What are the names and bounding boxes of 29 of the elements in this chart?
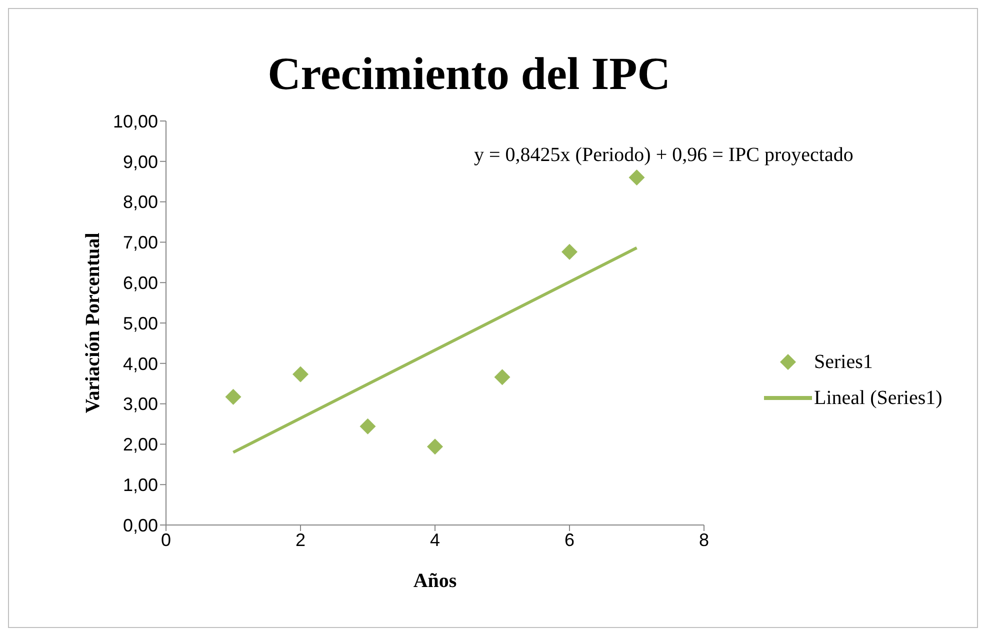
x-axis-title: Años [413,570,457,592]
y-tick-label: 1,00 [122,474,158,495]
x-tick-label: 6 [564,530,575,550]
y-tick-label: 6,00 [122,272,158,293]
y-axis-title: Variación Porcentual [82,232,104,414]
y-tick-label: 2,00 [122,434,158,455]
x-tick-label: 4 [430,530,440,550]
point [562,244,578,260]
point [225,388,242,405]
x-tick-label: 2 [295,530,306,550]
y-tick-label: 9,00 [122,152,158,172]
x-tick-label: 0 [160,530,172,550]
legend-label: Series1 [814,350,873,374]
y-tick-label: 0,00 [122,515,158,536]
point [427,438,443,455]
y-tick-label: 5,00 [122,313,158,334]
y-tick-label: 8,00 [122,192,158,212]
point [628,170,645,186]
chart-title: Crecimiento del IPC [266,47,672,100]
point [360,418,376,434]
y-tick-label: 7,00 [122,232,158,253]
y-tick-label: 3,00 [122,394,158,414]
x-tick-label: 8 [698,530,710,550]
y-tick-label: 10,00 [112,111,158,132]
annotation: y = 0,8425x (Periodo) + 0,96 = IPC proyectado [474,144,854,167]
point [494,369,510,386]
legend-label: Lineal (Series1) [814,386,942,410]
point [292,366,308,382]
y-tick-label: 4,00 [122,354,158,374]
